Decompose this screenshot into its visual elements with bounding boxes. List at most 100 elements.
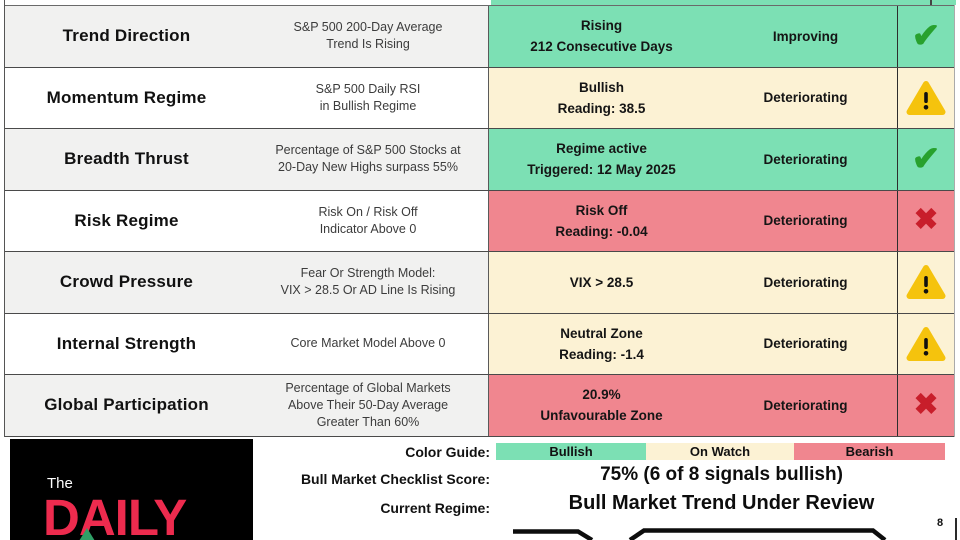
description-line: 20-Day New Highs surpass 55% <box>278 160 458 175</box>
color-guide-legend: Bullish On Watch Bearish <box>496 443 945 460</box>
indicator-description: Percentage of S&P 500 Stocks at 20-Day N… <box>248 129 489 190</box>
indicator-description: Percentage of Global Markets Above Their… <box>248 375 489 436</box>
check-icon: ✔ <box>897 129 954 190</box>
status-line: 20.9% <box>582 387 621 403</box>
status-line: Bullish <box>578 79 624 95</box>
indicator-description: S&P 500 200-Day Average Trend Is Rising <box>248 6 489 67</box>
description-line: Indicator Above 0 <box>319 221 417 236</box>
description-line: Percentage of Global Markets <box>285 380 451 395</box>
table-row: Breadth Thrust Percentage of S&P 500 Sto… <box>5 129 954 191</box>
status-cell: 20.9% Unfavourable Zone <box>489 375 714 436</box>
trend-cell: Deteriorating <box>763 213 848 229</box>
status-band: VIX > 28.5 Deteriorating <box>489 252 954 313</box>
status-band: Risk Off Reading: -0.04 Deteriorating ✖ <box>489 190 954 252</box>
legend-bearish: Bearish <box>794 443 945 460</box>
check-glyph: ✔ <box>911 140 941 179</box>
indicator-name: Breadth Thrust <box>5 129 248 190</box>
indicator-name: Crowd Pressure <box>5 252 248 313</box>
cutoff-divider <box>930 0 932 5</box>
description-line: Core Market Model Above 0 <box>290 336 446 351</box>
status-line: 212 Consecutive Days <box>530 39 673 55</box>
cutoff-row-strip <box>5 0 956 6</box>
cross-icon: ✖ <box>897 190 954 251</box>
cross-icon: ✖ <box>897 375 954 436</box>
legend-on-watch: On Watch <box>646 443 794 460</box>
warning-triangle <box>906 80 946 115</box>
warning-icon <box>897 252 954 313</box>
trend-cell: Deteriorating <box>763 90 848 106</box>
logo-line-the: The <box>47 475 73 492</box>
ribbon-banner-top-icon <box>513 528 887 540</box>
status-cell: VIX > 28.5 <box>489 252 714 313</box>
description-line: Greater Than 60% <box>316 414 420 429</box>
warning-triangle <box>906 265 946 300</box>
trend-cell: Deteriorating <box>763 336 848 352</box>
table-row: Global Participation Percentage of Globa… <box>5 375 954 437</box>
status-line: Unfavourable Zone <box>540 408 663 424</box>
legend-bullish: Bullish <box>496 443 646 460</box>
status-cell: Rising 212 Consecutive Days <box>489 6 714 67</box>
status-line: Reading: 38.5 <box>557 100 646 116</box>
color-guide-label: Color Guide: <box>405 444 490 460</box>
status-cell: Risk Off Reading: -0.04 <box>489 191 714 252</box>
status-band: Rising 212 Consecutive Days Improving ✔ <box>489 6 954 67</box>
indicator-description: S&P 500 Daily RSI in Bullish Regime <box>248 67 489 128</box>
current-regime-value: Bull Market Trend Under Review <box>568 492 875 514</box>
trend-cell: Deteriorating <box>763 151 848 167</box>
status-band: Bullish Reading: 38.5 Deteriorating <box>489 67 954 129</box>
status-cell: Bullish Reading: 38.5 <box>489 68 714 129</box>
table-row: Crowd Pressure Fear Or Strength Model: V… <box>5 252 954 314</box>
check-icon: ✔ <box>897 6 954 67</box>
description-line: in Bullish Regime <box>319 98 417 113</box>
status-line: Rising <box>580 18 623 34</box>
warning-icon <box>897 313 954 374</box>
status-band: 20.9% Unfavourable Zone Deteriorating ✖ <box>489 375 954 436</box>
status-line: Reading: -1.4 <box>559 346 644 362</box>
checklist-score-value: 75% (6 of 8 signals bullish) <box>600 464 843 485</box>
description-line: S&P 500 Daily RSI <box>315 81 421 96</box>
table-row: Internal Strength Core Market Model Abov… <box>5 313 954 375</box>
description-line: Risk On / Risk Off <box>318 204 418 219</box>
cross-glyph: ✖ <box>913 204 939 237</box>
description-line: VIX > 28.5 Or AD Line Is Rising <box>280 283 456 298</box>
logo-arrow-icon <box>79 528 95 540</box>
page-number: 8 <box>936 517 944 529</box>
indicator-description: Fear Or Strength Model: VIX > 28.5 Or AD… <box>248 252 489 313</box>
indicator-name: Trend Direction <box>5 6 248 67</box>
description-line: S&P 500 200-Day Average <box>293 20 443 35</box>
checklist-table: Trend Direction S&P 500 200-Day Average … <box>4 0 956 437</box>
status-cell: Regime active Triggered: 12 May 2025 <box>489 129 714 190</box>
status-line: Reading: -0.04 <box>555 223 648 239</box>
status-line: Regime active <box>556 141 647 157</box>
trend-cell: Deteriorating <box>763 397 848 413</box>
table-row: Momentum Regime S&P 500 Daily RSI in Bul… <box>5 67 954 129</box>
warning-triangle <box>906 326 946 361</box>
table-row: Trend Direction S&P 500 200-Day Average … <box>5 6 954 68</box>
status-line: Triggered: 12 May 2025 <box>527 162 676 178</box>
indicator-name: Risk Regime <box>5 190 248 251</box>
indicator-description: Risk On / Risk Off Indicator Above 0 <box>248 190 489 251</box>
description-line: Trend Is Rising <box>326 37 410 52</box>
daily-logo: The DAILY <box>10 439 253 540</box>
current-regime-label: Current Regime: <box>380 500 490 516</box>
indicator-name: Momentum Regime <box>5 67 248 128</box>
check-glyph: ✔ <box>911 17 941 56</box>
checklist-score-label: Bull Market Checklist Score: <box>300 471 490 487</box>
table-row: Risk Regime Risk On / Risk Off Indicator… <box>5 190 954 252</box>
trend-cell: Improving <box>772 28 839 44</box>
cross-glyph: ✖ <box>913 388 939 421</box>
logo-line-daily: DAILY <box>43 489 187 540</box>
status-cell: Neutral Zone Reading: -1.4 <box>489 314 714 375</box>
page-edge-mark <box>955 518 957 540</box>
indicator-name: Global Participation <box>5 375 248 436</box>
status-line: Neutral Zone <box>560 325 643 341</box>
status-band: Regime active Triggered: 12 May 2025 Det… <box>489 129 954 190</box>
cutoff-status-band <box>491 0 956 5</box>
status-line: VIX > 28.5 <box>569 274 634 290</box>
status-line: Risk Off <box>575 202 628 218</box>
indicator-description: Core Market Model Above 0 <box>248 313 489 374</box>
description-line: Above Their 50-Day Average <box>287 397 449 412</box>
status-band: Neutral Zone Reading: -1.4 Deteriorating <box>489 313 954 375</box>
indicator-name: Internal Strength <box>5 313 248 374</box>
